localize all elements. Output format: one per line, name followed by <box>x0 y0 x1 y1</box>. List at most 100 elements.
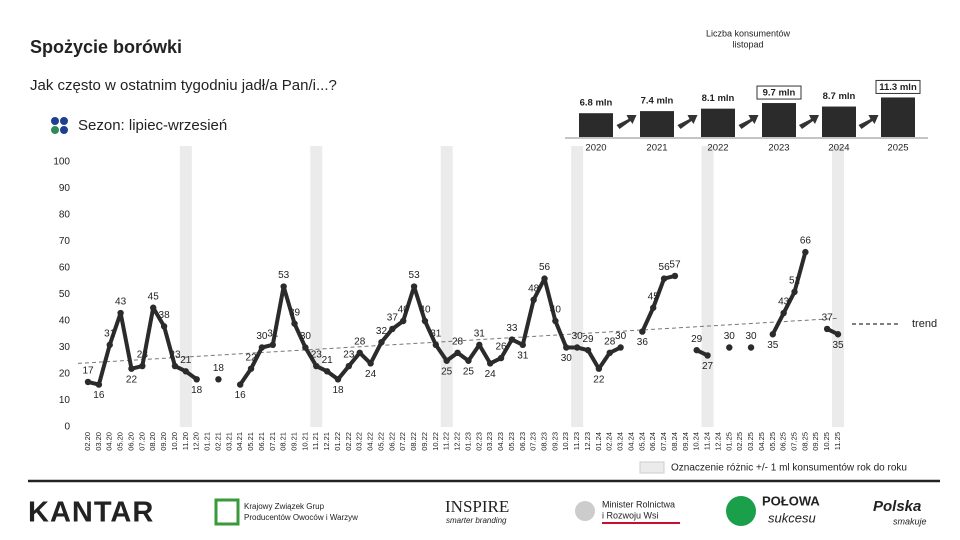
point <box>802 248 809 256</box>
point <box>432 341 440 349</box>
data-label: 23 <box>311 350 323 361</box>
data-label: 25 <box>441 366 453 377</box>
y-tick-label: 0 <box>64 422 70 433</box>
x-tick-label: 07.23 <box>529 432 538 451</box>
data-label: 30 <box>615 331 627 342</box>
x-tick-label: 07.21 <box>268 432 277 451</box>
point <box>780 309 787 317</box>
trend-legend-label: trend <box>912 318 937 330</box>
y-tick-label: 70 <box>59 236 71 247</box>
logo-text: sukcesu <box>768 510 816 525</box>
x-tick-label: 05.23 <box>507 432 516 451</box>
x-tick-label: 08.21 <box>279 432 288 451</box>
point <box>769 331 776 338</box>
x-tick-label: 11.23 <box>572 432 581 450</box>
x-tick-label: 04.21 <box>235 432 244 451</box>
inset-title: Liczba konsumentów <box>706 28 791 38</box>
data-label: 18 <box>213 363 225 374</box>
data-label: 23 <box>343 350 355 361</box>
point <box>476 341 483 349</box>
x-tick-label: 10.23 <box>561 432 570 451</box>
trend-line <box>77 317 839 364</box>
value-label: 7.4 mln <box>641 96 674 107</box>
x-tick-label: 05.25 <box>768 432 777 451</box>
x-tick-label: 09.24 <box>681 432 690 451</box>
point <box>139 362 146 370</box>
data-label: 38 <box>159 310 171 321</box>
x-tick-label: 05.24 <box>637 432 646 451</box>
trend-arrow <box>799 115 819 129</box>
x-tick-label: 05.20 <box>116 432 125 451</box>
bar <box>822 106 856 137</box>
data-label: 40 <box>419 305 431 316</box>
value-label: 8.7 mln <box>823 91 856 102</box>
november-band <box>701 146 714 427</box>
point <box>606 349 613 356</box>
value-label: 9.7 mln <box>763 88 796 99</box>
data-label: 30 <box>572 331 584 342</box>
point <box>400 317 407 325</box>
point <box>584 346 592 354</box>
data-label: 35 <box>767 340 779 351</box>
data-label: 21 <box>180 355 192 366</box>
x-tick-label: 12.24 <box>713 432 722 451</box>
data-label: 22 <box>126 374 138 385</box>
data-label: 25 <box>463 366 475 377</box>
november-band <box>440 146 453 427</box>
point <box>639 328 646 335</box>
logo-icon <box>575 501 595 521</box>
x-tick-label: 06.21 <box>257 432 266 451</box>
trend-arrow <box>616 115 637 129</box>
y-tick-label: 50 <box>59 289 71 300</box>
x-tick-label: 08.25 <box>800 432 809 451</box>
bar <box>762 103 796 137</box>
x-tick-label: 08.22 <box>409 432 418 451</box>
x-tick-label: 08.24 <box>670 432 679 451</box>
data-label: 22 <box>593 374 605 385</box>
data-label: 17 <box>82 366 94 377</box>
point <box>671 272 679 280</box>
x-tick-label: 04.23 <box>496 432 505 451</box>
y-tick-label: 100 <box>53 157 70 168</box>
point <box>421 317 429 325</box>
point <box>595 365 603 372</box>
trend-arrow <box>738 115 759 129</box>
x-tick-label: 01.23 <box>463 432 472 451</box>
bar <box>579 113 613 137</box>
year-label: 2022 <box>707 143 728 154</box>
data-label: 45 <box>648 291 660 302</box>
point <box>389 325 396 333</box>
data-label: 57 <box>669 260 681 271</box>
point <box>323 368 331 375</box>
point <box>530 296 537 303</box>
point <box>704 352 711 359</box>
point <box>650 304 657 311</box>
data-label: 66 <box>800 236 812 247</box>
x-tick-label: 10.25 <box>822 432 831 451</box>
point <box>378 339 385 346</box>
x-tick-label: 06.24 <box>648 432 657 451</box>
value-label: 11.3 mln <box>879 82 917 93</box>
y-tick-label: 60 <box>59 263 71 274</box>
data-label: 31 <box>430 328 442 339</box>
x-tick-label: 06.25 <box>779 432 788 451</box>
x-tick-label: 03.22 <box>355 432 364 451</box>
point <box>150 304 157 311</box>
x-tick-label: 04.22 <box>366 432 375 451</box>
point <box>573 344 581 351</box>
x-tick-label: 03.25 <box>746 432 755 451</box>
point <box>258 344 266 351</box>
data-label: 40 <box>398 305 410 316</box>
data-label: 28 <box>604 336 616 347</box>
point <box>410 283 418 290</box>
point <box>563 344 570 351</box>
value-box <box>875 79 921 94</box>
point <box>356 349 363 356</box>
data-label: 22 <box>245 352 257 363</box>
x-tick-label: 11.20 <box>181 432 190 450</box>
data-label: 33 <box>506 323 518 334</box>
subtitle: Jak często w ostatnim tygodniu jadł/a Pa… <box>30 77 337 94</box>
data-label: 39 <box>289 307 301 318</box>
data-label: 28 <box>452 336 464 347</box>
point <box>106 341 113 349</box>
